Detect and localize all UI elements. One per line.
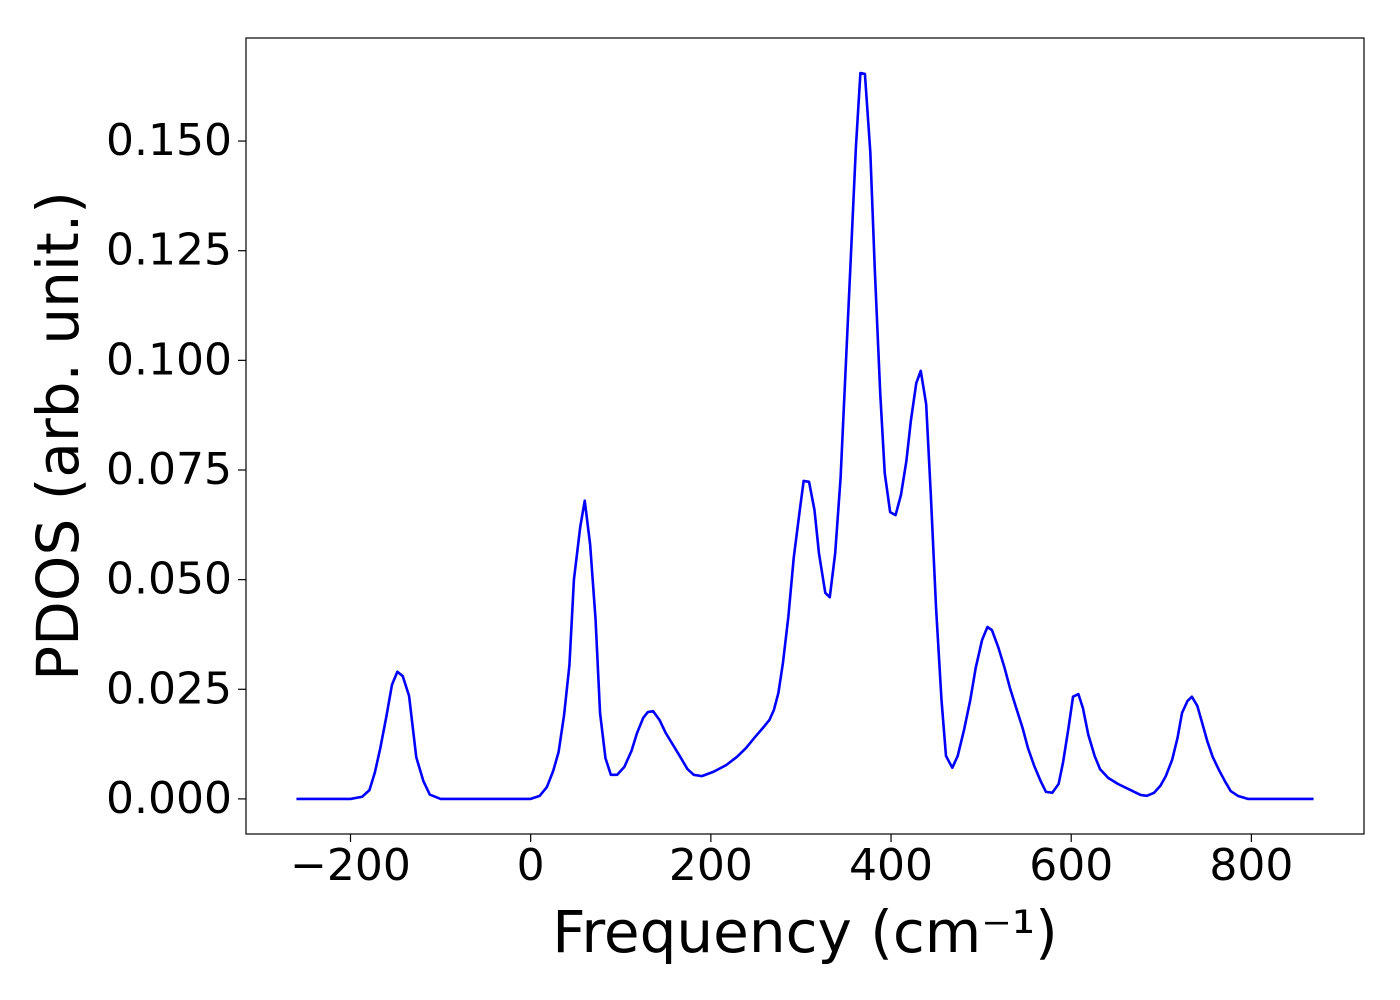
y-axis-label: PDOS (arb. unit.) bbox=[24, 191, 92, 681]
x-tick-label: −200 bbox=[290, 840, 411, 891]
y-tick-label: 0.025 bbox=[106, 663, 232, 714]
y-tick-label: 0.050 bbox=[106, 554, 232, 605]
plot-frame bbox=[245, 37, 1365, 835]
data-line bbox=[296, 71, 1314, 801]
x-tick-label: 0 bbox=[517, 840, 545, 891]
x-tick-label: 200 bbox=[669, 840, 753, 891]
y-tick-label: 0.000 bbox=[106, 773, 232, 824]
x-axis-label: Frequency (cm⁻¹) bbox=[552, 898, 1058, 966]
y-tick-label: 0.075 bbox=[106, 444, 232, 495]
y-tick-label: 0.150 bbox=[106, 115, 232, 166]
x-tick-label: 400 bbox=[849, 840, 933, 891]
x-tick-label: 800 bbox=[1209, 840, 1293, 891]
y-tick-label: 0.100 bbox=[106, 334, 232, 385]
y-tick-label: 0.125 bbox=[106, 225, 232, 276]
x-tick-label: 600 bbox=[1029, 840, 1113, 891]
